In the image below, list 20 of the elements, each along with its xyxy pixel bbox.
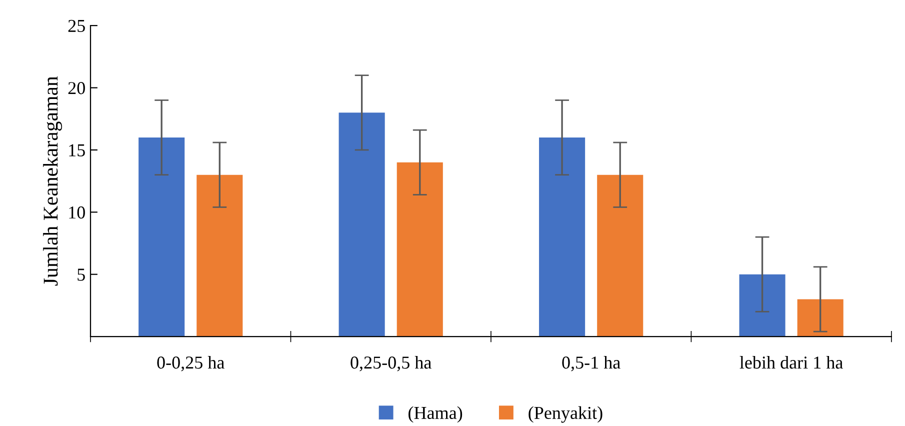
x-tick-label: 0,5-1 ha (562, 356, 620, 372)
y-tick-label: 25 (68, 20, 85, 32)
x-tick-label: lebih dari 1 ha (740, 356, 843, 369)
legend-label: (Penyakit) (528, 406, 602, 423)
x-tick-label: 0,25-0,5 ha (350, 356, 432, 372)
bar (196, 174, 243, 337)
y-tick-label: 5 (78, 268, 85, 281)
legend-label: (Hama) (408, 406, 462, 423)
bar (138, 138, 185, 337)
bar (396, 162, 443, 337)
x-tick-label: 0-0,25 ha (157, 356, 224, 372)
bar (797, 299, 844, 337)
bar (539, 138, 586, 337)
y-tick-label: 15 (69, 144, 85, 156)
y-tick-label: 10 (69, 206, 85, 219)
bar (338, 112, 385, 337)
bar (739, 274, 786, 337)
y-axis-title: Jumlah Keanekaragaman (43, 76, 62, 286)
y-tick-label: 20 (68, 82, 85, 94)
bar (597, 174, 644, 337)
